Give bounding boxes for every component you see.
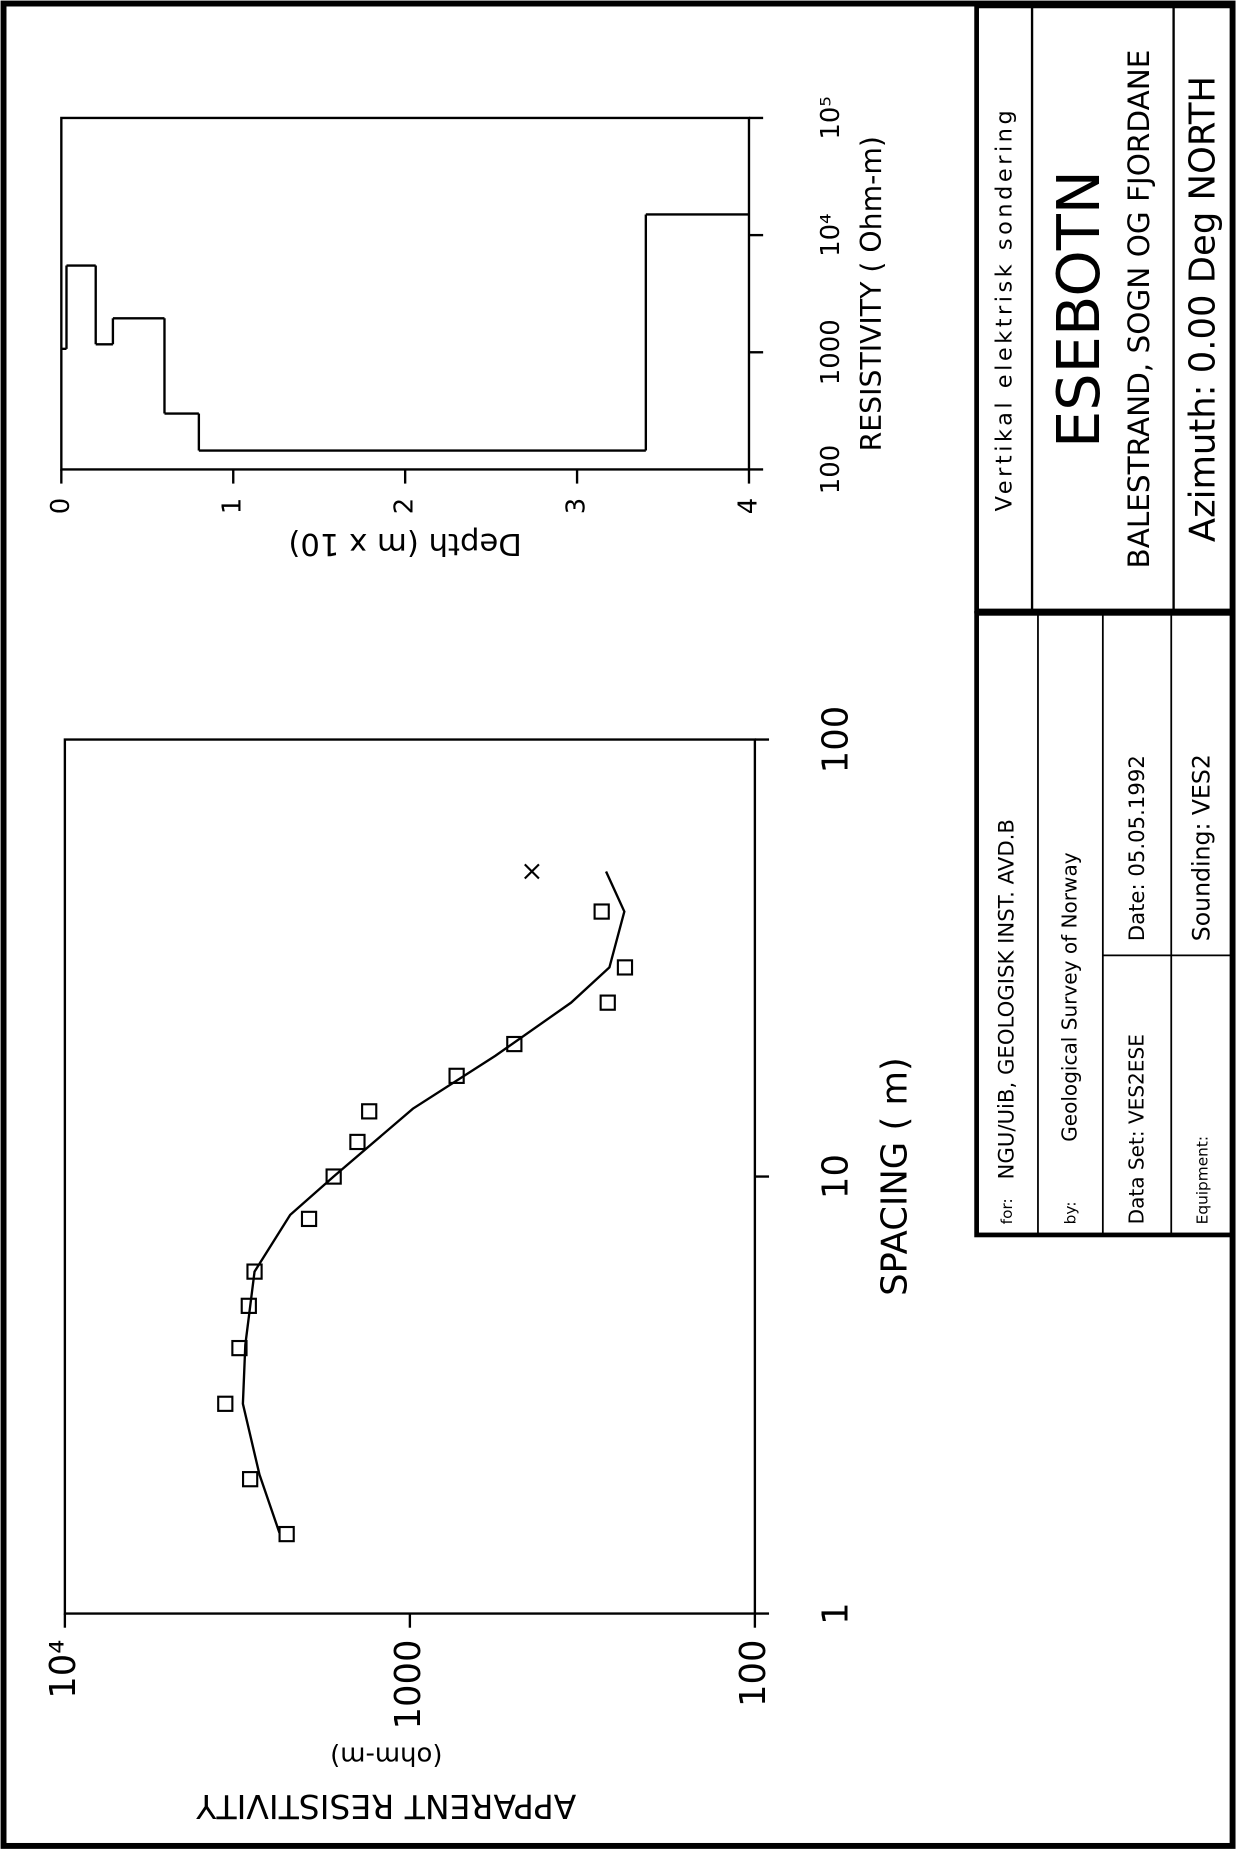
y-tick-label: 4 [733,498,763,515]
equipment: Equipment: [1194,1136,1212,1224]
date: Date: 05.05.1992 [1125,755,1150,941]
location: BALESTRAND, SOGN OG FJORDANE [1122,50,1156,569]
x-tick-label: 10⁵ [816,96,846,139]
y-tick-label: 100 [733,1640,774,1708]
data-point [278,1525,295,1543]
data-point [593,903,610,920]
data-point [231,1339,248,1357]
y-axis-label: Depth (m x 10) [288,526,522,561]
y-tick-label: 10⁴ [43,1640,84,1699]
y-tick-label: 3 [562,498,592,515]
for-label: for: [998,1198,1016,1224]
sounding: Sounding: VES2 [1188,754,1216,941]
survey-type: Vertikal elektrisk sondering [991,107,1017,512]
data-point [506,1035,523,1053]
x-tick-label: 1 [815,1602,856,1625]
by: Geological Survey of Norway [1057,852,1081,1141]
y-axis-unit: (ohm-m) [330,1741,442,1771]
data-point [217,1395,234,1412]
data-point [300,1210,318,1228]
site: ESEBOTN [1044,170,1113,448]
x-tick-label: 1000 [816,319,846,385]
y-axis-label: APPARENT RESISTIVITY [195,1787,576,1826]
azimuth: Azimuth: 0.00 Deg NORTH [1182,76,1223,542]
x-tick-label: 100 [815,706,856,774]
y-tick-label: 1000 [388,1640,429,1730]
model-curve [241,870,626,1534]
data-point [349,1133,366,1151]
data-point [616,959,634,976]
data-point [242,1471,259,1488]
plot-frame [63,738,757,1615]
data-point [325,1168,342,1185]
x-tick-label: 10 [815,1154,856,1199]
y-tick-label: 1 [218,498,248,515]
x-axis-label: RESISTIVITY ( Ohm-m) [855,136,888,451]
by-label: by: [1061,1201,1079,1224]
data-set: Data Set: VES2ESE [1125,1034,1149,1224]
data-point [599,994,616,1011]
y-tick-label: 2 [390,498,420,515]
for: NGU/UiB, GEOLOGISK INST. AVD.B [994,819,1019,1179]
y-tick-label: 0 [46,498,76,515]
data-point [361,1103,378,1120]
data-point [524,863,540,880]
info-block [974,610,1235,1238]
x-tick-label: 10⁴ [816,213,846,256]
x-axis-label: SPACING ( m) [874,1057,915,1296]
x-tick-label: 100 [816,445,846,495]
